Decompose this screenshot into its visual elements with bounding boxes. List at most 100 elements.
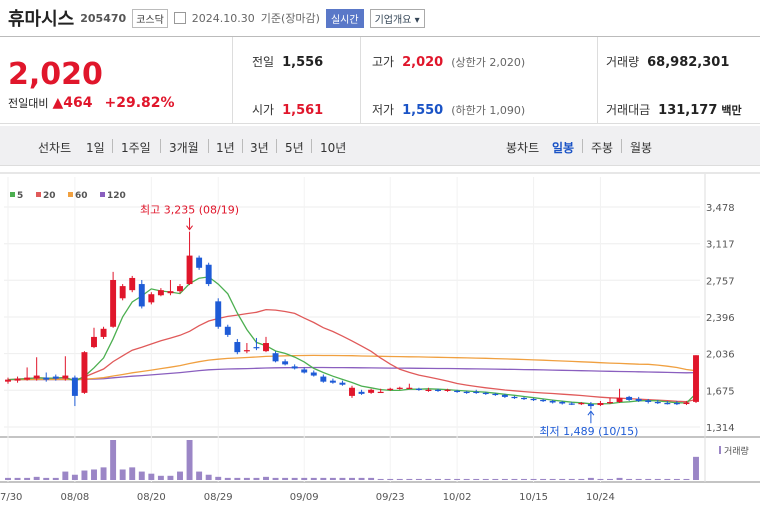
candle-body (415, 388, 422, 390)
y-tick-label: 2,036 (706, 350, 735, 361)
candle-body (339, 382, 346, 385)
company-info-dropdown[interactable]: 기업개요 ▾ (369, 8, 425, 28)
volume-bar (492, 478, 499, 480)
y-tick-label: 3,478 (706, 203, 735, 214)
volume-bar (167, 475, 174, 480)
candle-monthly[interactable]: 월봉 (630, 141, 653, 155)
ma20-line (7, 308, 697, 403)
volume-bar (320, 477, 327, 480)
volume-bar (33, 476, 40, 480)
volume-bar (205, 474, 212, 480)
volume-bar (635, 478, 642, 480)
high-annotation: 최고 3,235 (08/19) (140, 204, 239, 217)
y-tick-label: 1,314 (706, 423, 735, 434)
candle-body (43, 377, 50, 380)
price-chart[interactable]: 5 20 60 120 3,478 3,117 2,757 2,396 2,036 1,675 1,… (0, 166, 760, 510)
legend-swatch-120 (100, 192, 105, 197)
candle-body (24, 377, 31, 380)
candle-body (501, 394, 508, 397)
trading-amount: 거래대금 131,177 백만 (606, 101, 742, 118)
volume-bar (177, 471, 183, 480)
volume-bar (186, 440, 193, 480)
divider (597, 37, 598, 123)
candle-body (645, 400, 652, 402)
open-price: 시가 1,561 (252, 101, 323, 118)
period-1w[interactable]: 1주일 (121, 141, 151, 155)
volume-bar (110, 440, 117, 480)
candle-body (387, 388, 394, 390)
volume-bar (81, 470, 88, 480)
period-3m[interactable]: 3개월 (169, 141, 199, 155)
divider (621, 139, 622, 153)
volume-bar (253, 477, 260, 480)
candle-body (587, 404, 594, 407)
volume-bar (377, 478, 384, 480)
candle-body (224, 326, 231, 335)
candle-body (291, 366, 298, 369)
amount-unit: 백만 (721, 104, 742, 117)
candle-body (568, 403, 575, 405)
volume-bar (654, 478, 661, 480)
candle-body (693, 355, 699, 402)
period-10y[interactable]: 10년 (320, 141, 347, 155)
candle-body (33, 375, 40, 379)
y-tick-label: 2,396 (706, 313, 735, 324)
high-value: 2,020 (402, 55, 444, 70)
candle-body (473, 391, 480, 394)
period-1d[interactable]: 1일 (86, 141, 105, 155)
quote-date: 2024.10.30 (191, 11, 255, 25)
amount-value: 131,177 (658, 103, 718, 118)
period-3y[interactable]: 3년 (250, 141, 269, 155)
volume-bar (148, 473, 155, 480)
volume-bar (664, 478, 671, 480)
candle-weekly[interactable]: 주봉 (591, 141, 614, 155)
candle-body (110, 279, 117, 327)
candle-body (272, 353, 279, 362)
stock-code: 205470 (80, 11, 127, 25)
volume-bar (683, 478, 690, 480)
volume-bar (597, 478, 604, 480)
volume-bar (24, 477, 31, 480)
candle-body (492, 393, 499, 396)
candle-body (52, 376, 59, 379)
quote-basis: 기준(장마감) (260, 12, 320, 25)
line-chart-label: 선차트 (38, 141, 72, 155)
company-info-label: 기업개요 (374, 14, 412, 26)
volume-bar (71, 474, 78, 480)
candle-body (454, 390, 461, 393)
realtime-button[interactable]: 실시간 (325, 8, 364, 28)
period-1y[interactable]: 1년 (216, 141, 235, 155)
stock-name: 휴마시스 (8, 9, 75, 30)
candle-body (549, 400, 556, 403)
divider (232, 37, 233, 123)
candle-daily[interactable]: 일봉 (552, 141, 575, 155)
upper-limit: (상한가 2,020) (451, 56, 526, 69)
volume-bar (339, 477, 346, 480)
calendar-icon (173, 12, 186, 24)
volume-legend-swatch (719, 446, 721, 454)
volume-label: 거래량 (724, 445, 749, 457)
candle-body (635, 398, 642, 401)
volume-bar (291, 477, 298, 480)
volume-bar (463, 478, 470, 480)
y-tick-label: 1,675 (706, 386, 735, 397)
y-tick-label: 2,757 (706, 276, 735, 287)
volume-bar (616, 477, 623, 480)
volume-bar (224, 477, 231, 480)
price-change: 전일대비 ▲ 464 +29.82% (8, 95, 175, 111)
x-tick-label: 08/20 (137, 492, 166, 503)
candle-body (148, 294, 155, 303)
volume-bar (329, 477, 336, 480)
x-tick-label: 10/15 (519, 492, 548, 503)
candle-body (263, 343, 269, 352)
volume-bar (100, 467, 107, 480)
candle-body (215, 301, 222, 327)
candle-body (616, 397, 623, 402)
candle-body (444, 389, 451, 391)
period-5y[interactable]: 5년 (285, 141, 304, 155)
candle-body (177, 286, 183, 292)
candle-body (425, 389, 432, 391)
change-label: 전일대비 (8, 97, 49, 110)
candle-body (186, 255, 193, 285)
candle-body (358, 391, 365, 394)
